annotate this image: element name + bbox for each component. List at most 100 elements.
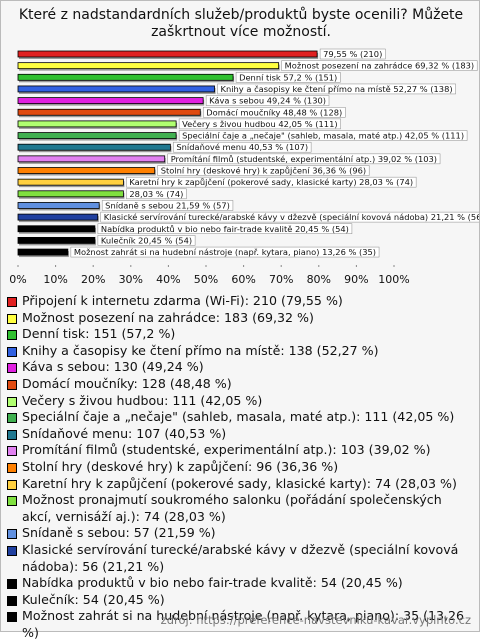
value-label-box [203,107,346,118]
legend-swatch [7,396,17,407]
legend-swatch [7,413,17,424]
value-label: Domácí moučníky 48,48 % (128) [206,107,342,117]
x-tick-label: 60% [231,273,255,286]
x-tick-label: 10% [43,273,67,286]
bar [17,143,171,151]
legend-item: Nabídka produktů v bio nebo fair-trade k… [7,575,473,592]
bar [17,190,124,198]
legend-swatch [7,579,17,590]
legend-item: Kulečník: 54 (20,45 %) [7,592,473,609]
value-label-box [167,153,441,165]
legend-label: Snídaňové menu: 107 (40,53 %) [22,425,227,441]
legend-item: Karetní hry k zapůjčení (pokerové sady, … [7,476,473,493]
legend-swatch [7,462,17,473]
value-label-box [235,72,341,83]
legend-swatch [7,529,17,540]
legend-item: Připojení k internetu zdarma (Wi-Fi): 21… [7,293,473,310]
legend-label: Káva s sebou: 130 (49,24 %) [22,359,204,375]
legend-label: Domácí moučníky: 128 (48,48 %) [22,375,232,391]
value-label-box [101,200,234,211]
legend-item: Káva s sebou: 130 (49,24 %) [7,359,473,376]
legend-swatch [7,496,17,507]
x-tick-label: 40% [156,273,180,286]
legend-item: Snídaně s sebou: 57 (21,59 %) [7,525,473,542]
bar [17,73,234,81]
bar [17,167,156,174]
legend-swatch [7,545,17,556]
chart: 79,55 % (210) Možnost posezení na zahrádc… [9,48,479,286]
value-label: Kulečník 20,45 % (54) [101,235,192,245]
legend-swatch [7,595,17,606]
legend-label: Připojení k internetu zdarma (Wi-Fi): 21… [22,293,343,308]
legend-label: Večery s živou hudbou: 111 (42,05 %) [22,392,263,408]
value-label: 28,03 % (74) [129,189,183,199]
value-label-box [97,235,196,246]
value-label-box [217,83,456,95]
value-label-box [205,95,330,106]
value-label-box [126,176,417,188]
bar [17,225,96,233]
legend-label: Snídaně s sebou: 57 (21,59 %) [22,525,216,541]
value-label-box [100,211,479,223]
value-label-box [126,188,187,200]
bar [17,97,204,104]
legend-label: Knihy a časopisy ke čtení přímo na místě… [22,342,379,358]
bar [17,202,100,209]
value-label: Knihy a časopisy ke čtení přímo na místě… [221,84,453,94]
value-label: Denní tisk 57,2 % (151) [239,72,337,82]
x-tick-label: 50% [194,273,218,286]
x-tick-label: 90% [344,273,368,286]
value-label: Snídaně s sebou 21,59 % (57) [105,200,230,210]
bar [17,108,201,116]
value-label: Karetní hry k zapůjčení (pokerové sady, … [129,177,413,187]
value-label: Možnost zahrát si na hudební nástroje (n… [74,247,376,257]
legend-item: Knihy a časopisy ke čtení přímo na místě… [7,343,473,360]
bar [17,178,124,186]
value-label-box [319,48,386,60]
legend-item: Večery s živou hudbou: 111 (42,05 %) [7,393,473,410]
x-tick-label: 100% [378,273,409,286]
x-tick-label: 0% [9,273,26,286]
legend-item: Stolní hry (deskové hry) k zapůjčení: 96… [7,459,473,476]
value-label-box [97,223,353,234]
legend-item: Denní tisk: 151 (57,2 %) [7,326,473,343]
legend-item: Klasické servírování turecké/arabské káv… [7,542,473,575]
legend-item: Domácí moučníky: 128 (48,48 %) [7,376,473,393]
legend-swatch [7,330,17,341]
value-label: Snídaňové menu 40,53 % (107) [176,142,308,152]
legend-label: Možnost pronajmutí soukromého salonku (p… [22,492,442,524]
legend-item: Snídaňové menu: 107 (40,53 %) [7,426,473,443]
value-label-box [70,246,380,258]
legend-swatch [7,363,17,374]
value-label: 79,55 % (210) [323,49,382,59]
bar [17,62,280,70]
legend-item: Možnost pronajmutí soukromého salonku (p… [7,492,473,525]
legend-label: Klasické servírování turecké/arabské káv… [22,541,459,574]
source: zdroj: https://preference-navstevniku-ka… [160,613,471,627]
legend-label: Kulečník: 54 (20,45 %) [22,591,165,607]
bar [17,213,99,221]
bar [17,120,177,128]
legend-swatch [7,612,17,623]
legend-label: Stolní hry (deskové hry) k zapůjčení: 96… [22,458,339,474]
legend-item: Možnost posezení na zahrádce: 183 (69,32… [7,310,473,327]
value-label: Večery s živou hudbou 42,05 % (111) [182,119,338,129]
chart-title: Které z nadstandardních služeb/produktů … [18,7,464,40]
legend-label: Karetní hry k zapůjčení (pokerové sady, … [22,475,457,491]
value-label: Speciální čaje a „nečaje" (sahleb, masal… [182,131,464,141]
x-tick-label: 20% [81,273,105,286]
x-tick-label: 80% [307,273,331,286]
value-label: Možnost posezení na zahrádce 69,32 % (18… [285,61,475,71]
legend-swatch [7,313,17,324]
legend: Připojení k internetu zdarma (Wi-Fi): 21… [7,293,473,641]
legend-label: Promítání filmů (studentské, experimentá… [22,442,431,458]
legend-swatch [7,479,17,490]
legend-swatch [7,446,17,457]
bar [17,50,318,58]
legend-label: Speciální čaje a „nečaje" (sahleb, masal… [22,409,455,425]
legend-swatch [7,379,17,390]
value-label-box [178,118,341,130]
bar [17,132,177,139]
value-label: Nabídka produktů v bio nebo fair-trade k… [101,224,349,234]
x-tick-label: 30% [119,273,143,286]
